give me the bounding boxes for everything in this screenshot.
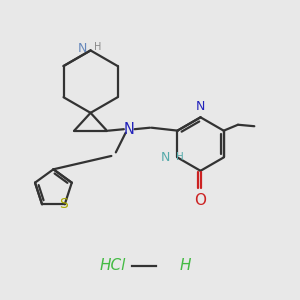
Text: N: N [78, 42, 87, 55]
Text: N: N [160, 151, 170, 164]
Text: H: H [176, 152, 184, 162]
Text: N: N [196, 100, 205, 113]
Text: H: H [94, 42, 101, 52]
Text: N: N [124, 122, 135, 137]
Text: S: S [59, 197, 68, 211]
Text: HCl: HCl [100, 258, 126, 273]
Text: H: H [180, 258, 191, 273]
Text: O: O [194, 193, 206, 208]
